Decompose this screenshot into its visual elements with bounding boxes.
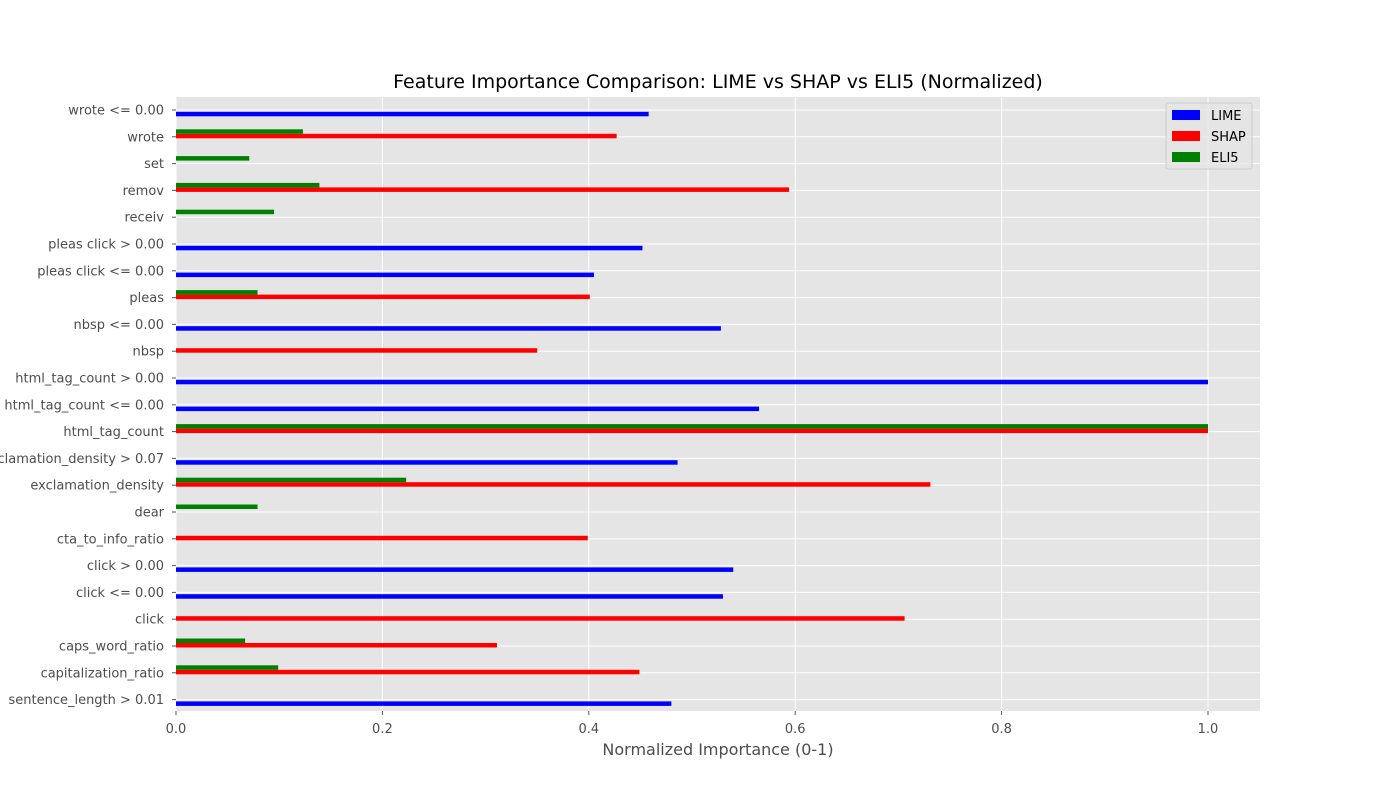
- bar-shap: [176, 348, 538, 353]
- y-tick-label: exclamation_density > 0.07: [0, 452, 164, 467]
- y-tick-label: nbsp <= 0.00: [73, 318, 164, 333]
- y-tick-label: pleas click <= 0.00: [37, 264, 164, 279]
- bar-eli5: [176, 290, 258, 295]
- bar-lime: [176, 460, 678, 465]
- bar-lime: [176, 594, 723, 599]
- bar-lime: [176, 245, 643, 251]
- bar-eli5: [176, 477, 407, 483]
- x-axis-title: Normalized Importance (0-1): [602, 740, 833, 759]
- bar-eli5: [176, 182, 320, 188]
- bar-eli5: [176, 424, 1208, 429]
- bar-lime: [176, 701, 672, 706]
- bar-eli5: [176, 638, 246, 643]
- x-tick-label: 0.0: [166, 722, 187, 737]
- x-tick-label: 0.8: [991, 722, 1012, 737]
- bars: [176, 111, 1208, 706]
- y-tick-label: exclamation_density: [30, 479, 164, 494]
- bar-eli5: [176, 504, 258, 509]
- y-tick-label: set: [144, 157, 164, 172]
- y-tick-label: html_tag_count <= 0.00: [4, 398, 164, 413]
- legend: LIME SHAP ELI5: [1165, 102, 1253, 170]
- bar-lime: [176, 272, 594, 278]
- bar-lime: [176, 406, 760, 412]
- y-tick-label: sentence_length > 0.01: [8, 693, 164, 708]
- bar-eli5: [176, 156, 250, 161]
- chart-title: Feature Importance Comparison: LIME vs S…: [393, 71, 1043, 93]
- x-tick-label: 0.2: [372, 722, 393, 737]
- x-tick-label: 0.6: [785, 722, 806, 737]
- bar-eli5: [176, 665, 279, 670]
- legend-swatch-eli5: [1172, 152, 1200, 162]
- y-tick-label: wrote: [127, 130, 164, 145]
- bar-shap: [176, 428, 1208, 434]
- bar-lime: [176, 567, 734, 572]
- bar-shap: [176, 133, 617, 139]
- bar-shap: [176, 294, 590, 300]
- legend-swatch-lime: [1172, 110, 1200, 120]
- bar-lime: [176, 326, 721, 331]
- legend-label-shap: SHAP: [1211, 130, 1246, 145]
- y-tick-label: nbsp: [132, 345, 164, 360]
- plot-background: [176, 97, 1260, 711]
- bar-shap: [176, 187, 790, 192]
- y-tick-label: click: [135, 613, 165, 628]
- y-tick-label: html_tag_count > 0.00: [15, 372, 164, 387]
- y-tick-label: click > 0.00: [87, 559, 164, 574]
- y-tick-label: capitalization_ratio: [41, 666, 164, 681]
- y-tick-labels: wrote <= 0.00 wrote set remov receiv pleas cl…: [0, 104, 176, 708]
- y-tick-label: click <= 0.00: [76, 586, 164, 601]
- legend-label-eli5: ELI5: [1211, 151, 1239, 166]
- y-tick-label: wrote <= 0.00: [68, 104, 164, 119]
- y-tick-label: receiv: [124, 211, 164, 226]
- bar-shap: [176, 643, 497, 648]
- x-tick-label: 1.0: [1198, 722, 1219, 737]
- bar-eli5: [176, 129, 303, 134]
- x-tick-labels: 0.0 0.2 0.4 0.6 0.8 1.0: [166, 711, 1219, 737]
- bar-lime: [176, 379, 1208, 385]
- bar-shap: [176, 616, 905, 621]
- y-tick-label: dear: [134, 506, 164, 521]
- y-tick-label: pleas click > 0.00: [48, 238, 164, 253]
- x-tick-label: 0.4: [578, 722, 599, 737]
- bar-shap: [176, 482, 931, 487]
- y-tick-label: pleas: [129, 291, 164, 306]
- bar-lime: [176, 111, 649, 117]
- y-tick-label: cta_to_info_ratio: [57, 532, 164, 547]
- legend-label-lime: LIME: [1211, 109, 1242, 124]
- bar-eli5: [176, 209, 275, 215]
- y-tick-label: remov: [123, 184, 165, 199]
- y-tick-label: caps_word_ratio: [59, 640, 164, 655]
- bar-shap: [176, 535, 588, 541]
- bar-shap: [176, 669, 640, 675]
- y-tick-label: html_tag_count: [63, 425, 164, 440]
- legend-swatch-shap: [1172, 131, 1200, 141]
